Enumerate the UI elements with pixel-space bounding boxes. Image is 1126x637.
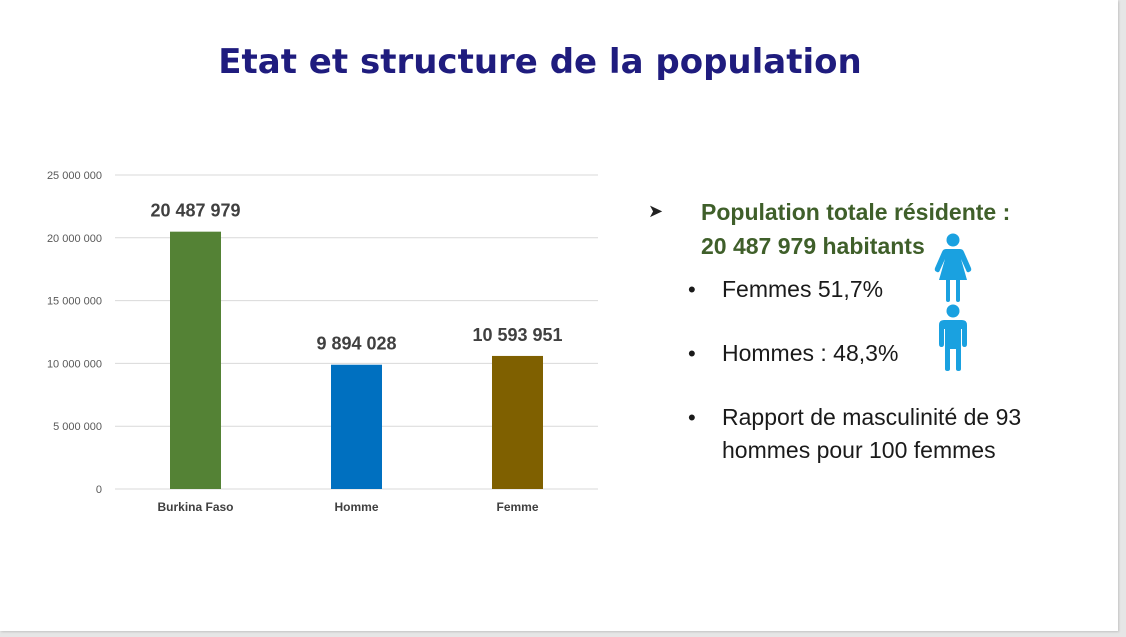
man-icon bbox=[939, 304, 967, 371]
y-tick-label: 0 bbox=[96, 484, 102, 496]
bullet-ratio: • Rapport de masculinité de 93 hommes po… bbox=[640, 401, 1032, 467]
y-tick-label: 25 000 000 bbox=[47, 170, 102, 182]
summary-panel: ➤ Population totale résidente : 20 487 9… bbox=[640, 195, 1080, 467]
headline: ➤ Population totale résidente : 20 487 9… bbox=[640, 195, 1080, 263]
headline-line-2: 20 487 979 habitants bbox=[701, 233, 925, 259]
bullet-women: • Femmes 51,7% bbox=[640, 233, 1080, 306]
men-share-text: Hommes : 48,3% bbox=[722, 340, 899, 366]
headline-line-1: Population totale résidente : bbox=[701, 199, 1011, 225]
bar-femme bbox=[492, 355, 543, 489]
population-bar-chart: 0 5 000 000 10 000 000 15 000 000 20 000 000… bbox=[47, 170, 598, 514]
slide-title: Etat et structure de la population bbox=[218, 42, 862, 82]
category-label: Burkina Faso bbox=[157, 500, 233, 514]
category-label: Femme bbox=[496, 500, 538, 514]
bullet-dot: • bbox=[688, 277, 696, 302]
summary-bullets: • Femmes 51,7% • Hommes : 48,3% • Rappor… bbox=[640, 233, 1080, 467]
women-share-text: Femmes 51,7% bbox=[722, 276, 884, 302]
bullet-men: • Hommes : 48,3% bbox=[640, 304, 1080, 371]
bar-homme bbox=[331, 364, 382, 489]
category-label: Homme bbox=[334, 500, 378, 514]
y-tick-label: 15 000 000 bbox=[47, 296, 102, 308]
y-tick-label: 5 000 000 bbox=[53, 421, 102, 433]
bullet-dot: • bbox=[688, 405, 696, 430]
bar-burkina-faso bbox=[170, 231, 221, 489]
woman-icon bbox=[934, 233, 972, 302]
data-label: 20 487 979 bbox=[150, 201, 240, 221]
data-label: 9 894 028 bbox=[316, 334, 396, 354]
y-tick-label: 20 000 000 bbox=[47, 233, 102, 245]
data-label: 10 593 951 bbox=[472, 325, 562, 345]
bullet-dot: • bbox=[688, 341, 696, 366]
y-tick-label: 10 000 000 bbox=[47, 358, 102, 370]
arrow-bullet-icon: ➤ bbox=[648, 201, 664, 221]
masculinity-ratio-text: Rapport de masculinité de 93 hommes pour… bbox=[722, 404, 1022, 463]
